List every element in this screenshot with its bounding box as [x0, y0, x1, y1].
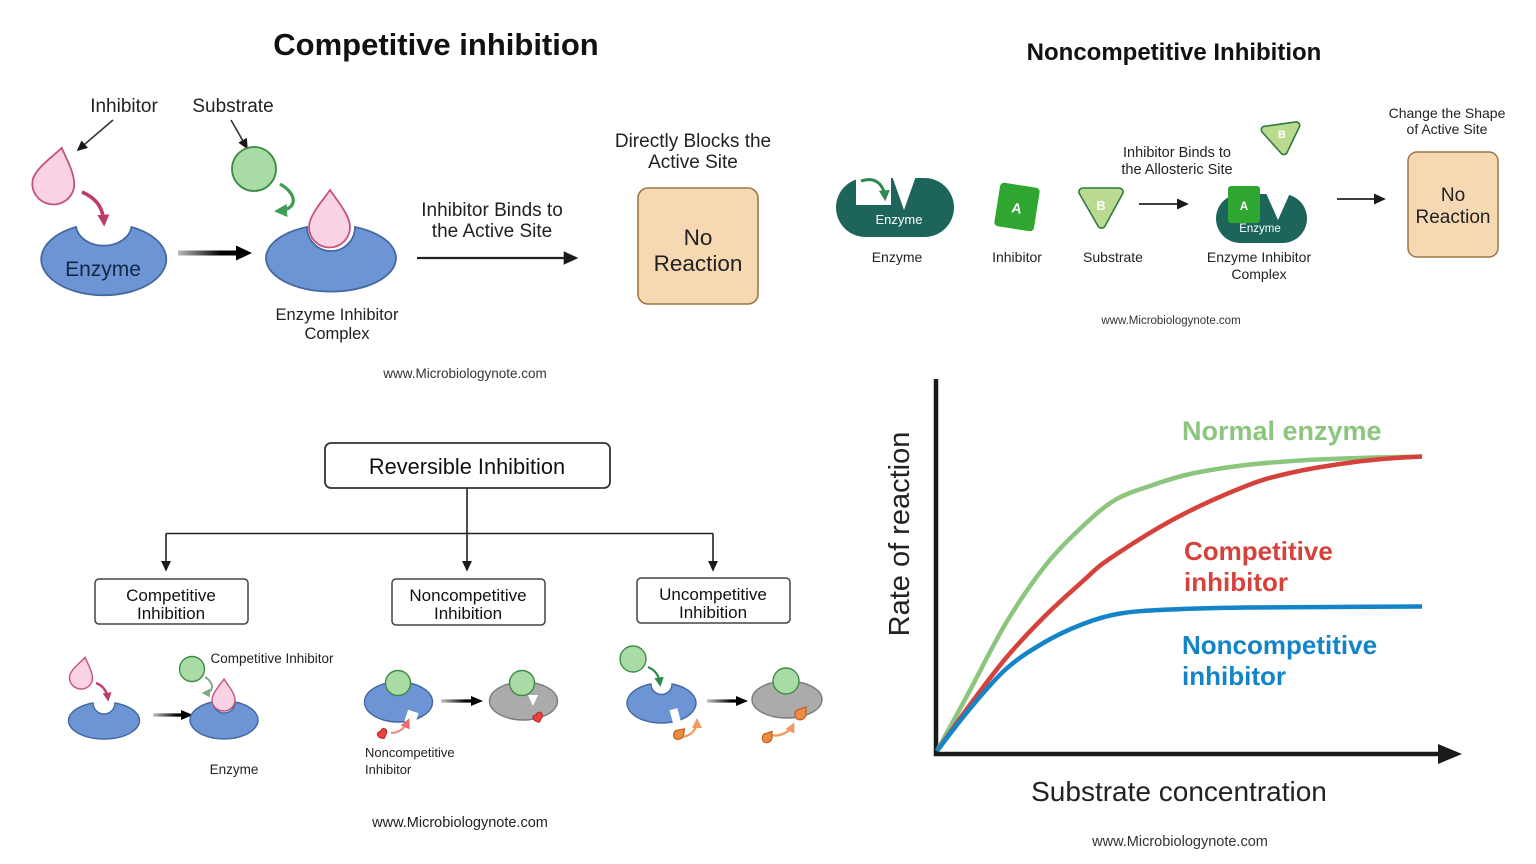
svg-text:www.Microbiologynote.com: www.Microbiologynote.com — [382, 366, 547, 381]
svg-text:No: No — [1441, 185, 1465, 206]
svg-text:www.Microbiologynote.com: www.Microbiologynote.com — [1091, 834, 1268, 850]
svg-text:inhibitor: inhibitor — [1184, 567, 1288, 597]
svg-text:Inhibitor: Inhibitor — [90, 96, 158, 117]
svg-text:Uncompetitive: Uncompetitive — [659, 585, 767, 604]
svg-text:A: A — [1011, 199, 1024, 216]
svg-text:Inhibitor: Inhibitor — [992, 249, 1042, 265]
svg-text:of Active Site: of Active Site — [1407, 121, 1488, 137]
svg-text:Enzyme Inhibitor: Enzyme Inhibitor — [276, 306, 399, 324]
svg-text:Inhibitor Binds to: Inhibitor Binds to — [421, 200, 563, 221]
svg-text:Inhibition: Inhibition — [434, 604, 502, 623]
svg-text:Noncompetitive: Noncompetitive — [1182, 630, 1377, 660]
svg-text:B: B — [1096, 199, 1105, 213]
svg-text:Substrate: Substrate — [1083, 249, 1143, 265]
svg-text:A: A — [1240, 201, 1248, 213]
svg-text:inhibitor: inhibitor — [1182, 661, 1286, 691]
svg-text:Competitive inhibition: Competitive inhibition — [273, 27, 599, 62]
svg-text:www.Microbiologynote.com: www.Microbiologynote.com — [371, 815, 548, 831]
svg-text:Directly Blocks the: Directly Blocks the — [615, 131, 771, 152]
svg-text:Noncompetitive: Noncompetitive — [409, 586, 526, 605]
svg-text:Competitive Inhibitor: Competitive Inhibitor — [210, 651, 334, 666]
svg-text:Inhibition: Inhibition — [679, 603, 747, 622]
svg-text:No: No — [684, 225, 713, 250]
svg-text:Inhibitor Binds to: Inhibitor Binds to — [1123, 145, 1231, 161]
svg-text:Complex: Complex — [1231, 266, 1286, 282]
svg-text:Complex: Complex — [304, 325, 370, 343]
svg-text:Inhibitor: Inhibitor — [365, 762, 412, 777]
svg-text:Normal enzyme: Normal enzyme — [1182, 416, 1382, 446]
svg-text:Inhibition: Inhibition — [137, 604, 205, 623]
svg-text:Enzyme: Enzyme — [210, 762, 259, 777]
svg-text:Reaction: Reaction — [654, 251, 743, 276]
svg-text:Active Site: Active Site — [648, 152, 738, 173]
svg-text:Reversible Inhibition: Reversible Inhibition — [369, 454, 565, 479]
svg-text:Change the Shape: Change the Shape — [1389, 105, 1506, 121]
svg-text:www.Microbiologynote.com: www.Microbiologynote.com — [1100, 315, 1240, 327]
svg-text:the Allosteric Site: the Allosteric Site — [1121, 162, 1232, 178]
svg-text:Reaction: Reaction — [1416, 207, 1491, 228]
svg-text:Rate of reaction: Rate of reaction — [884, 432, 916, 637]
svg-text:the Active Site: the Active Site — [432, 221, 552, 242]
svg-text:Competitive: Competitive — [1184, 536, 1333, 566]
svg-text:Enzyme: Enzyme — [872, 249, 923, 265]
svg-text:Substrate: Substrate — [192, 96, 273, 117]
svg-text:Competitive: Competitive — [126, 586, 216, 605]
svg-text:Enzyme: Enzyme — [65, 258, 141, 281]
svg-text:Substrate concentration: Substrate concentration — [1031, 776, 1327, 807]
svg-text:Noncompetitive Inhibition: Noncompetitive Inhibition — [1027, 39, 1322, 66]
svg-text:Enzyme Inhibitor: Enzyme Inhibitor — [1207, 249, 1312, 265]
svg-text:Enzyme: Enzyme — [876, 212, 923, 227]
svg-text:B: B — [1278, 129, 1286, 141]
svg-text:Enzyme: Enzyme — [1239, 223, 1281, 235]
svg-text:Noncompetitive: Noncompetitive — [365, 745, 455, 760]
